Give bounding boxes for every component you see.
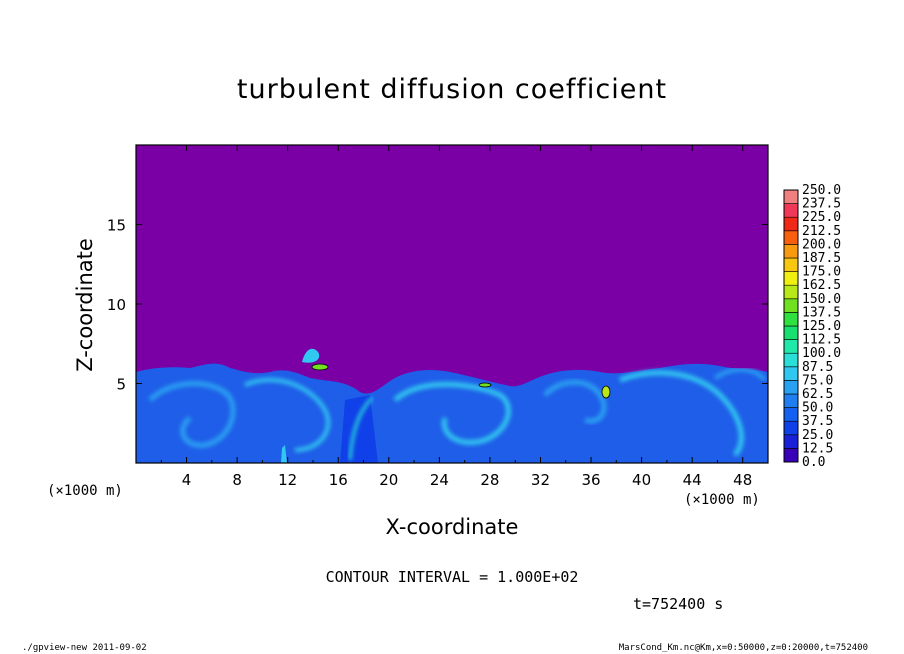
colorbar-label: 87.5 — [802, 360, 833, 375]
x-tick-label: 28 — [480, 471, 499, 489]
colorbar-label: 112.5 — [802, 333, 841, 348]
colorbar-label: 100.0 — [802, 346, 841, 361]
hotspot-3 — [601, 385, 611, 399]
footer-left: ./gpview-new 2011-09-02 — [22, 643, 147, 653]
eddy-bright-4 — [543, 379, 607, 424]
colorbar-band — [783, 284, 799, 300]
colorbar-band — [783, 380, 799, 395]
colorbar-label: 25.0 — [802, 428, 833, 443]
x-tick-label: 16 — [329, 471, 348, 489]
hotspot-1 — [311, 363, 329, 371]
colorbar-band — [783, 352, 799, 368]
x-tick-label: 36 — [581, 471, 600, 489]
turbulent-field — [136, 348, 768, 463]
updraft — [281, 445, 287, 463]
colorbar-band — [783, 420, 799, 436]
colorbar-label: 12.5 — [802, 441, 833, 456]
y-tick-label: 10 — [107, 296, 126, 314]
chart-title: turbulent diffusion coefficient — [236, 74, 668, 105]
y-axis-ticks: 5 10 15 — [107, 217, 768, 394]
colorbar-band — [783, 244, 799, 259]
x-axis-unit-label: (×1000 m) — [684, 492, 760, 508]
x-tick-label: 12 — [278, 471, 297, 489]
colorbar-band — [783, 339, 799, 354]
x-tick-label: 8 — [232, 471, 242, 489]
eddy-bright-5 — [619, 370, 744, 457]
y-axis-label: Z-coordinate — [73, 238, 97, 372]
colorbar-label: 137.5 — [802, 305, 841, 320]
x-tick-label: 4 — [182, 471, 192, 489]
eddy-bright-1 — [148, 381, 236, 448]
x-tick-label: 48 — [733, 471, 752, 489]
colorbar-label: 37.5 — [802, 414, 833, 429]
colorbar-band — [783, 448, 799, 463]
boundary-layer-region — [136, 363, 768, 463]
colorbar-labels: 0.012.525.037.550.062.575.087.5100.0112.… — [802, 183, 841, 470]
colorbar-band — [783, 434, 799, 449]
eddy-bright-6 — [713, 367, 767, 382]
colorbar-label: 187.5 — [802, 251, 841, 266]
colorbar-band — [783, 257, 799, 272]
colorbar-frame — [783, 189, 799, 463]
colorbar-label: 212.5 — [802, 224, 841, 239]
colorbar-band — [783, 312, 799, 327]
eddy-bright-2 — [244, 377, 331, 452]
contour-interval: CONTOUR INTERVAL = 1.000E+02 — [325, 568, 579, 586]
y-axis-unit-label: (×1000 m) — [47, 483, 123, 499]
hotspot-2 — [478, 382, 492, 388]
colorbar — [783, 189, 799, 463]
colorbar-band — [783, 407, 799, 422]
plume-bright — [348, 396, 374, 461]
colorbar-band — [783, 203, 799, 218]
colorbar-band — [783, 393, 799, 408]
x-axis-ticks: 4 8 12 16 20 24 28 32 36 40 44 48 — [160, 145, 752, 489]
eddy-bright-3 — [393, 381, 511, 445]
colorbar-band — [783, 216, 799, 232]
colorbar-label: 125.0 — [802, 319, 841, 334]
colorbar-label: 225.0 — [802, 210, 841, 225]
colorbar-label: 62.5 — [802, 387, 833, 402]
y-tick-label: 5 — [116, 376, 126, 394]
colorbar-label: 250.0 — [802, 183, 841, 198]
colorbar-label: 75.0 — [802, 373, 833, 388]
footer-right: MarsCond_Km.nc@Km,x=0:50000,z=0:20000,t=… — [618, 643, 868, 653]
time-label: t=752400 s — [633, 595, 724, 613]
colorbar-label: 200.0 — [802, 237, 841, 252]
colorbar-band — [783, 366, 799, 381]
plume-region — [340, 395, 378, 463]
colorbar-label: 237.5 — [802, 197, 841, 212]
colorbar-label: 162.5 — [802, 278, 841, 293]
colorbar-label: 150.0 — [802, 292, 841, 307]
x-tick-label: 44 — [683, 471, 702, 489]
plume-top — [302, 348, 320, 363]
colorbar-band — [783, 298, 799, 313]
x-tick-label: 32 — [531, 471, 550, 489]
y-tick-label: 15 — [107, 217, 126, 235]
x-axis-label: X-coordinate — [385, 515, 519, 539]
x-tick-label: 20 — [379, 471, 398, 489]
colorbar-band — [783, 189, 799, 204]
colorbar-label: 175.0 — [802, 265, 841, 280]
colorbar-label: 50.0 — [802, 401, 833, 416]
x-tick-label: 24 — [430, 471, 449, 489]
x-tick-label: 40 — [632, 471, 651, 489]
colorbar-band — [783, 271, 799, 286]
colorbar-label: 0.0 — [802, 455, 825, 470]
colorbar-band — [783, 325, 799, 340]
colorbar-band — [783, 230, 799, 245]
